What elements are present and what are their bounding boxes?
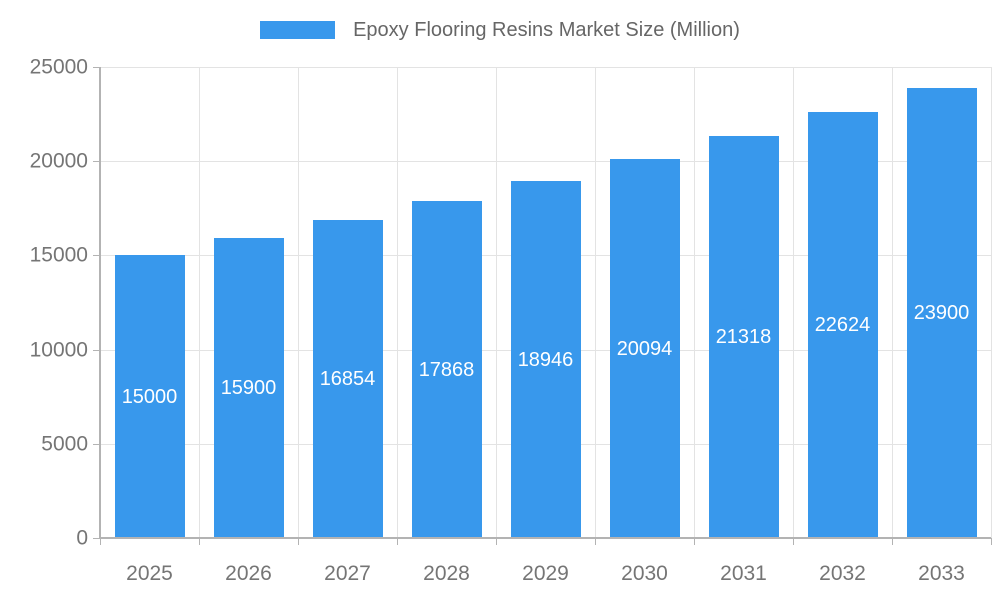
y-axis-tick xyxy=(93,67,100,68)
x-gridline xyxy=(892,67,893,538)
bar-value-label: 15000 xyxy=(121,385,178,408)
bar xyxy=(213,238,284,537)
x-gridline xyxy=(694,67,695,538)
bar xyxy=(708,136,779,537)
bar xyxy=(411,201,482,537)
x-tick-label: 2032 xyxy=(819,562,866,585)
y-axis-tick xyxy=(93,443,100,445)
x-tick-label: 2031 xyxy=(720,562,767,585)
bar-value-label: 21318 xyxy=(715,326,772,349)
bar xyxy=(510,181,581,537)
x-tick-label: 2033 xyxy=(918,562,965,585)
x-gridline xyxy=(298,67,299,538)
bar xyxy=(114,255,185,537)
y-axis-line xyxy=(99,67,101,538)
x-axis-tick xyxy=(991,538,992,545)
legend-swatch xyxy=(260,21,336,39)
x-axis-tick xyxy=(496,538,497,545)
y-axis-tick xyxy=(93,161,100,163)
y-gridline xyxy=(100,67,991,68)
bar-value-label: 20094 xyxy=(616,337,673,360)
bar-value-label: 16854 xyxy=(319,368,376,391)
x-tick-label: 2028 xyxy=(423,562,470,585)
x-axis-tick xyxy=(892,538,893,545)
y-gridline xyxy=(100,161,991,163)
x-gridline xyxy=(991,67,992,538)
chart-legend[interactable]: Epoxy Flooring Resins Market Size (Milli… xyxy=(0,20,1000,40)
y-tick-label: 15000 xyxy=(29,243,88,267)
bar-value-label: 17868 xyxy=(418,358,475,381)
bar-value-label: 15900 xyxy=(220,377,277,400)
bar xyxy=(807,111,878,537)
y-tick-label: 0 xyxy=(76,526,88,550)
x-tick-label: 2027 xyxy=(324,562,371,585)
x-gridline xyxy=(793,67,794,538)
x-axis-tick xyxy=(694,538,695,545)
x-gridline xyxy=(397,67,398,538)
bar-value-label: 22624 xyxy=(814,313,871,336)
x-gridline xyxy=(199,67,200,538)
y-tick-label: 20000 xyxy=(29,149,88,173)
y-axis-tick xyxy=(93,255,100,257)
x-axis-line xyxy=(99,537,991,539)
bar xyxy=(906,87,977,537)
bar xyxy=(609,159,680,537)
y-tick-label: 10000 xyxy=(29,338,88,362)
bar-value-label: 23900 xyxy=(913,301,970,324)
x-gridline xyxy=(595,67,596,538)
x-tick-label: 2030 xyxy=(621,562,668,585)
x-tick-label: 2029 xyxy=(522,562,569,585)
y-axis-tick xyxy=(93,538,100,539)
x-tick-label: 2025 xyxy=(126,562,173,585)
x-tick-label: 2026 xyxy=(225,562,272,585)
x-axis-tick xyxy=(397,538,398,545)
bar xyxy=(312,220,383,537)
y-axis-tick xyxy=(93,349,100,351)
x-axis-tick xyxy=(793,538,794,545)
y-tick-label: 25000 xyxy=(29,55,88,79)
x-axis-tick xyxy=(199,538,200,545)
x-axis-tick xyxy=(298,538,299,545)
bar-value-label: 18946 xyxy=(517,348,574,371)
legend-label: Epoxy Flooring Resins Market Size (Milli… xyxy=(353,19,740,41)
x-axis-tick xyxy=(595,538,596,545)
x-gridline xyxy=(496,67,497,538)
x-axis-tick xyxy=(100,538,101,545)
y-tick-label: 5000 xyxy=(41,432,88,456)
